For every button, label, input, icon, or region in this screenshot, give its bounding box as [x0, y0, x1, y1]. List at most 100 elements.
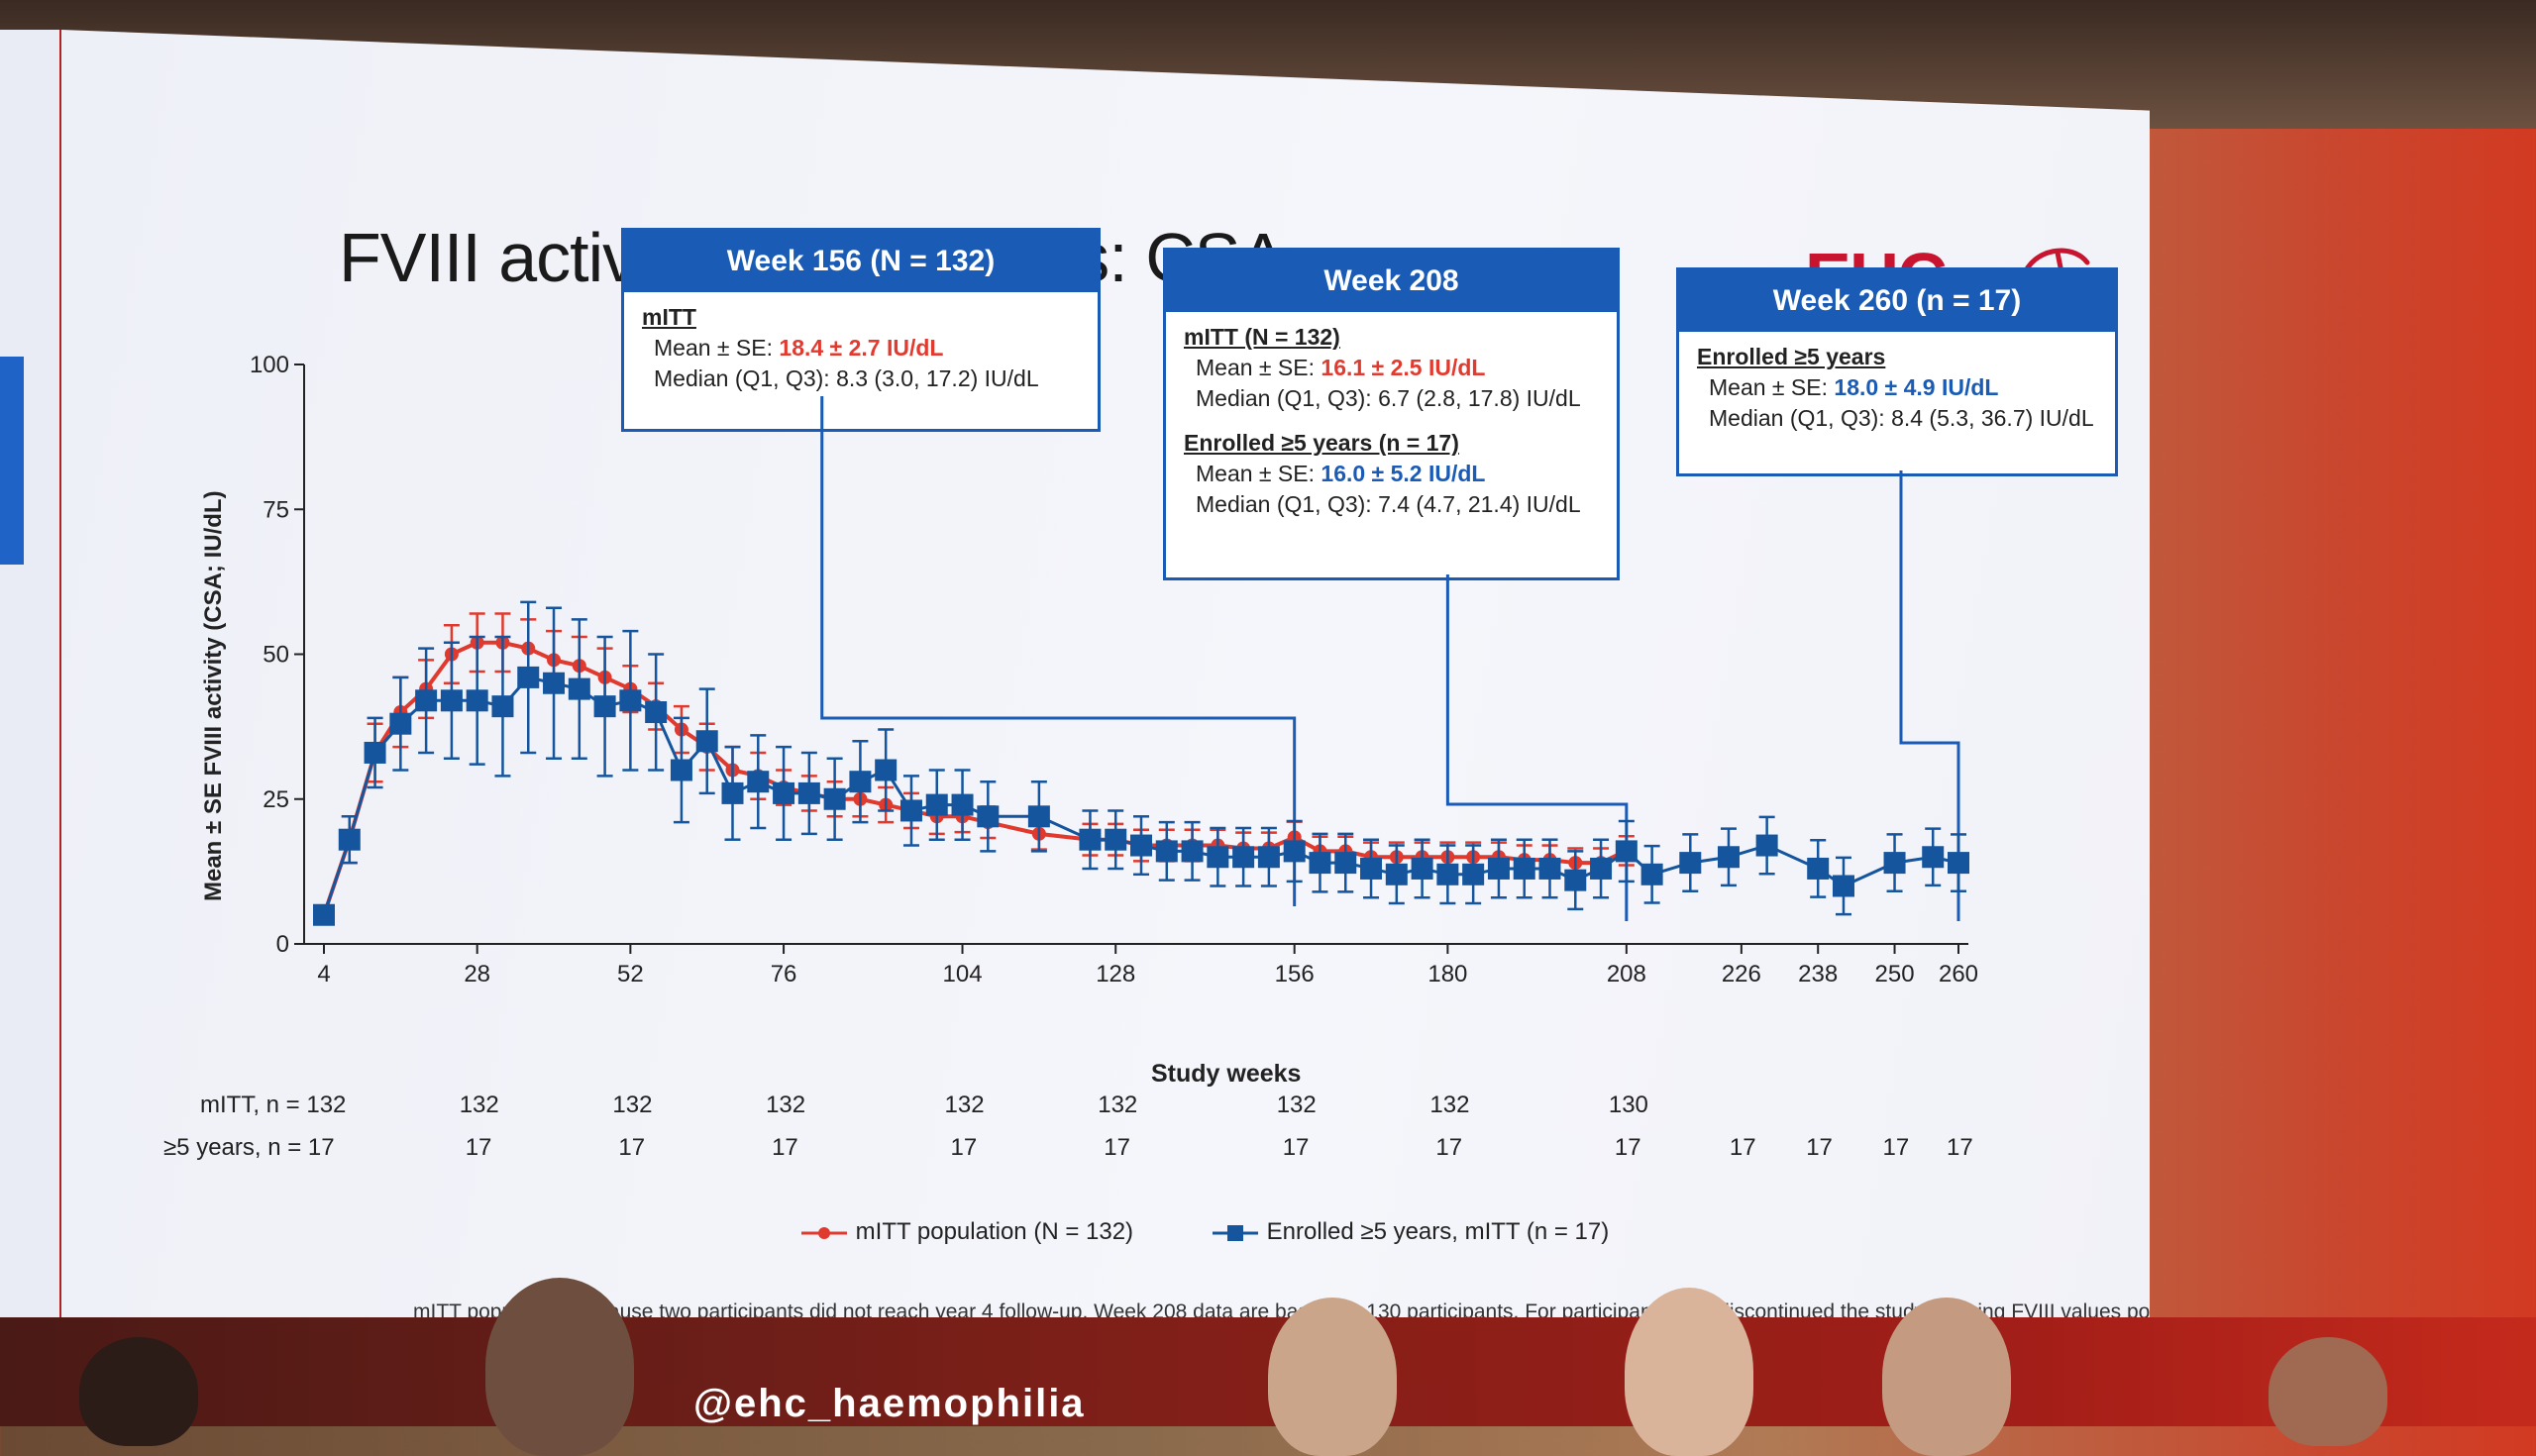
- data-point-enrolled: [1334, 852, 1357, 875]
- data-point-enrolled: [543, 672, 566, 694]
- n-enrolled-value: 17: [465, 1134, 492, 1161]
- data-point-enrolled: [747, 771, 770, 793]
- x-tick-label: 28: [464, 961, 490, 988]
- y-tick-label: 25: [263, 786, 289, 813]
- data-point-enrolled: [313, 903, 335, 926]
- x-tick-label: 156: [1275, 961, 1315, 988]
- n-enrolled-value: 17: [1947, 1134, 1973, 1161]
- legend-mitt-marker-icon: [801, 1226, 847, 1239]
- x-tick-label: 104: [943, 961, 983, 988]
- data-point-enrolled: [977, 805, 1000, 828]
- presentation-slide: FVIII activity up to 5 years: CSA EHC We…: [61, 30, 2150, 1377]
- data-point-enrolled: [645, 701, 668, 723]
- n-mitt-value: 132: [1098, 1092, 1138, 1118]
- data-point-enrolled: [1181, 840, 1204, 863]
- callout-week-208-mean1-label: Mean ± SE:: [1196, 355, 1321, 380]
- data-point-enrolled: [670, 759, 692, 781]
- callout-week-260-median: Median (Q1, Q3): 8.4 (5.3, 36.7) IU/dL: [1709, 405, 2094, 431]
- callout-week-208-title: Week 208: [1166, 251, 1617, 312]
- n-row-mitt-label: mITT, n = 132: [200, 1092, 347, 1118]
- audience-foreground: [0, 1278, 2536, 1456]
- x-tick-label: 226: [1722, 961, 1761, 988]
- callout-week-208-group2: Enrolled ≥5 years (n = 17): [1184, 430, 1459, 456]
- x-tick-label: 76: [771, 961, 797, 988]
- data-point-enrolled: [1257, 846, 1280, 869]
- legend-enrolled: Enrolled ≥5 years, mITT (n = 17): [1211, 1218, 1609, 1246]
- y-tick-label: 75: [263, 496, 289, 523]
- callout-week-260-title: Week 260 (n = 17): [1679, 270, 2115, 332]
- data-point-enrolled: [823, 787, 846, 810]
- data-point-enrolled: [440, 689, 463, 712]
- adjacent-screen-blue-panel: [0, 357, 24, 565]
- callout-week-156: Week 156 (N = 132) mITT Mean ± SE: 18.4 …: [621, 228, 1101, 432]
- callout-week-156-title: Week 156 (N = 132): [624, 231, 1098, 292]
- x-tick-label: 4: [317, 961, 330, 988]
- y-tick-label: 0: [276, 931, 289, 958]
- legend: mITT population (N = 132): [799, 1218, 1133, 1246]
- data-point-enrolled: [1948, 852, 1969, 875]
- data-point-enrolled: [1513, 857, 1535, 880]
- n-enrolled-value: 17: [1104, 1134, 1130, 1161]
- data-point-enrolled: [1232, 846, 1255, 869]
- n-enrolled-value: 17: [772, 1134, 798, 1161]
- callout-week-208-median2: Median (Q1, Q3): 7.4 (4.7, 21.4) IU/dL: [1196, 491, 1581, 517]
- callout-week-260-mean-label: Mean ± SE:: [1709, 374, 1835, 400]
- data-point-enrolled: [773, 781, 795, 804]
- callout-week-208-median1: Median (Q1, Q3): 6.7 (2.8, 17.8) IU/dL: [1196, 385, 1581, 411]
- n-enrolled-value: 17: [1882, 1134, 1910, 1161]
- series-line-enrolled: [322, 676, 1959, 916]
- data-point-enrolled: [491, 695, 514, 718]
- data-point-enrolled: [899, 799, 922, 822]
- callout-week-208-mean2-value: 16.0 ± 5.2 IU/dL: [1321, 461, 1486, 486]
- audience-head: [2269, 1337, 2387, 1446]
- data-point-enrolled: [619, 689, 642, 712]
- data-point-enrolled: [1462, 863, 1485, 885]
- data-point-enrolled: [568, 677, 590, 700]
- data-point-enrolled: [1755, 834, 1778, 857]
- data-point-enrolled: [951, 793, 974, 816]
- callout-week-208-mean1-value: 16.1 ± 2.5 IU/dL: [1321, 355, 1486, 380]
- data-point-enrolled: [1883, 852, 1906, 875]
- n-enrolled-value: 17: [618, 1134, 646, 1161]
- data-point-enrolled: [1679, 852, 1702, 875]
- legend-enrolled-marker-icon: [1213, 1224, 1258, 1241]
- audience-head: [1268, 1298, 1397, 1456]
- adjacent-screen: [0, 30, 65, 1377]
- data-point-enrolled: [1436, 863, 1459, 885]
- data-point-enrolled: [721, 781, 744, 804]
- data-point-enrolled: [1027, 805, 1050, 828]
- data-point-enrolled: [1130, 834, 1152, 857]
- callout-week-260-group: Enrolled ≥5 years: [1697, 344, 1886, 369]
- callout-week-156-connector: [820, 396, 1297, 906]
- data-point-enrolled: [1640, 863, 1663, 885]
- data-point-enrolled: [875, 759, 898, 781]
- callout-week-260: Week 260 (n = 17) Enrolled ≥5 years Mean…: [1676, 267, 2118, 476]
- legend-enrolled-label: Enrolled ≥5 years, mITT (n = 17): [1266, 1218, 1610, 1245]
- data-point-enrolled: [1105, 828, 1127, 851]
- n-row-enrolled-label: ≥5 years, n = 17: [163, 1134, 335, 1161]
- data-point-enrolled: [1807, 857, 1830, 880]
- x-tick-label: 180: [1427, 961, 1467, 988]
- data-point-enrolled: [1309, 852, 1331, 875]
- n-mitt-value: 132: [1276, 1092, 1317, 1118]
- callout-week-260-connector: [1899, 470, 1960, 921]
- data-point-enrolled: [1615, 840, 1638, 863]
- callout-week-208-group1: mITT (N = 132): [1184, 324, 1340, 350]
- data-point-enrolled: [1155, 840, 1178, 863]
- x-tick-label: 250: [1875, 961, 1915, 988]
- data-point-enrolled: [1564, 869, 1587, 891]
- x-tick-label: 128: [1096, 961, 1135, 988]
- data-point-enrolled: [1717, 846, 1740, 869]
- n-mitt-value: 130: [1608, 1092, 1648, 1118]
- data-point-enrolled: [389, 712, 412, 735]
- x-tick-label: 208: [1607, 961, 1646, 988]
- n-mitt-value: 132: [1429, 1092, 1470, 1118]
- data-point-enrolled: [1411, 857, 1433, 880]
- data-point-enrolled: [1207, 846, 1229, 869]
- data-point-enrolled: [695, 730, 718, 753]
- n-enrolled-value: 17: [1435, 1134, 1463, 1161]
- data-point-enrolled: [364, 741, 386, 764]
- callout-week-156-median: Median (Q1, Q3): 8.3 (3.0, 17.2) IU/dL: [654, 365, 1039, 391]
- n-enrolled-value: 17: [950, 1134, 978, 1161]
- data-point-enrolled: [517, 666, 540, 688]
